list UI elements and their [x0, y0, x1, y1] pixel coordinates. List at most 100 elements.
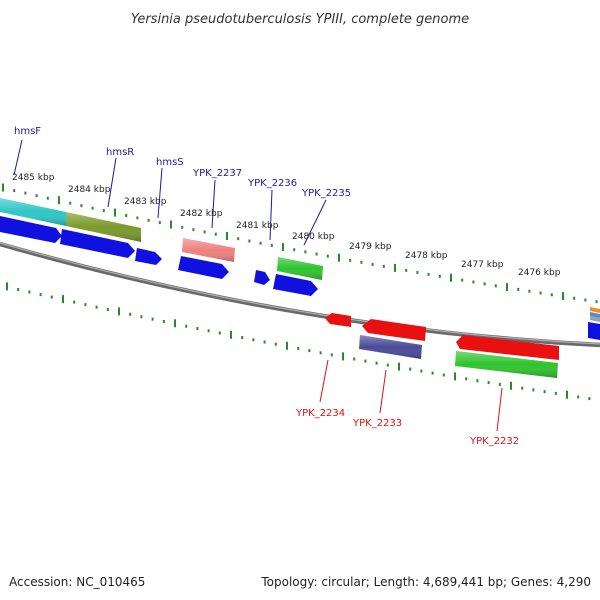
gene-YPK_2232[interactable] [456, 335, 559, 360]
minor-tick [577, 395, 580, 399]
minor-tick [349, 258, 352, 262]
minor-tick [465, 377, 468, 381]
major-tick [282, 243, 284, 252]
minor-tick [431, 371, 434, 375]
minor-tick [259, 241, 262, 245]
genome-backbone-highlight [0, 242, 600, 345]
major-tick [286, 341, 288, 350]
cds-purple-shade [359, 335, 422, 359]
minor-tick [304, 250, 307, 254]
gene-label-hmsS[interactable]: hmsS [156, 157, 184, 168]
minor-tick [573, 296, 576, 300]
minor-tick [528, 289, 531, 293]
minor-tick [140, 315, 143, 319]
kbp-label: 2484 kbp [68, 185, 111, 195]
minor-tick [476, 379, 479, 383]
minor-tick [532, 388, 535, 392]
gene-label-hmsF[interactable]: hmsF [14, 126, 41, 137]
minor-tick [405, 268, 408, 272]
minor-tick [438, 274, 441, 278]
cds-stack-edge [590, 316, 600, 322]
minor-tick [330, 353, 333, 357]
genome-backbone [0, 241, 600, 348]
major-tick [62, 295, 64, 304]
minor-tick [360, 260, 363, 264]
kbp-scale-labels: 2485 kbp 2484 kbp 2483 kbp 2482 kbp 2481… [12, 173, 561, 278]
minor-tick [147, 218, 150, 222]
cds-arrow[interactable] [273, 274, 318, 296]
leader-line [496, 387, 503, 432]
forward-cds-track [0, 216, 600, 340]
minor-tick [39, 293, 42, 297]
minor-tick [588, 397, 591, 401]
major-tick [342, 352, 344, 361]
minor-tick [382, 264, 385, 268]
minor-tick [80, 204, 83, 208]
kbp-label: 2483 kbp [124, 197, 167, 207]
minor-tick [543, 390, 546, 394]
gene-label-YPK_2233[interactable]: YPK_2233 [352, 418, 402, 429]
gene-label-YPK_2237[interactable]: YPK_2237 [192, 168, 242, 179]
minor-tick [263, 340, 266, 344]
minor-tick [584, 298, 587, 302]
map-title: Yersinia pseudotuberculosis YPIII, compl… [131, 12, 469, 27]
cds-arrow[interactable] [0, 216, 62, 243]
major-tick [170, 220, 172, 229]
minor-tick [297, 347, 300, 350]
major-tick [114, 208, 116, 217]
minor-tick [364, 359, 367, 363]
cds-arrow-edge[interactable] [588, 322, 600, 340]
kbp-label: 2485 kbp [12, 173, 55, 183]
major-tick [2, 183, 4, 192]
cds-arrow[interactable] [60, 229, 135, 258]
gene-YPK_2233[interactable] [362, 319, 426, 341]
inner-tick-row [6, 282, 591, 401]
kbp-label: 2478 kbp [405, 251, 448, 261]
leader-line [303, 199, 327, 246]
minor-tick [136, 216, 139, 220]
gene-YPK_2234[interactable] [325, 313, 351, 327]
minor-tick [252, 338, 255, 342]
gene-label-hmsR[interactable]: hmsR [106, 147, 134, 158]
minor-tick [17, 288, 20, 291]
minor-tick [192, 228, 195, 232]
major-tick [338, 253, 340, 262]
major-tick [398, 362, 400, 371]
gene-YPK_2237-shade [182, 238, 235, 262]
minor-tick [84, 303, 87, 307]
minor-tick [35, 194, 38, 198]
minor-tick [102, 209, 105, 213]
minor-tick [371, 262, 374, 266]
minor-tick [46, 196, 49, 200]
leader-line [107, 157, 117, 208]
minor-tick [315, 252, 318, 256]
minor-tick [185, 324, 188, 328]
cds-arrow[interactable] [254, 270, 270, 285]
minor-tick [50, 295, 53, 299]
major-tick [562, 292, 564, 301]
kbp-label: 2479 kbp [349, 242, 392, 252]
major-tick [450, 273, 452, 282]
major-tick [174, 319, 176, 328]
minor-tick [158, 221, 161, 225]
gene-label-YPK_2236[interactable]: YPK_2236 [247, 178, 297, 189]
summary-text: Topology: circular; Length: 4,689,441 bp… [260, 575, 591, 589]
gene-label-YPK_2235[interactable]: YPK_2235 [301, 188, 351, 199]
minor-tick [472, 280, 475, 284]
cds-arrow[interactable] [178, 256, 229, 279]
minor-tick [218, 331, 221, 335]
reverse-gene-labels: YPK_2234 YPK_2233 YPK_2232 [295, 359, 519, 447]
gene-label-YPK_2232[interactable]: YPK_2232 [469, 436, 519, 447]
minor-tick [353, 357, 356, 361]
minor-tick [420, 369, 423, 373]
minor-tick [550, 293, 553, 297]
minor-tick [461, 278, 464, 282]
cds-arrow[interactable] [135, 248, 162, 265]
minor-tick [409, 367, 412, 371]
minor-tick [416, 270, 419, 274]
minor-tick [129, 312, 132, 316]
major-tick [118, 307, 120, 316]
gene-label-YPK_2234[interactable]: YPK_2234 [295, 408, 345, 419]
kbp-label: 2481 kbp [236, 221, 279, 231]
